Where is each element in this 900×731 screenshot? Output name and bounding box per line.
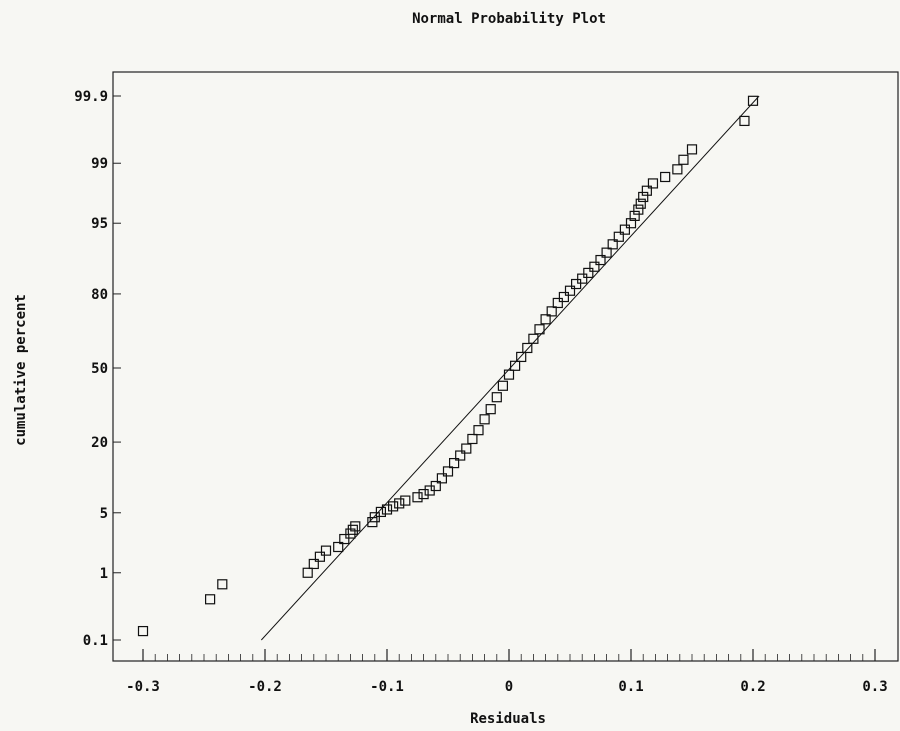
data-point xyxy=(497,380,508,391)
data-point xyxy=(455,450,466,461)
data-point xyxy=(339,533,350,545)
data-point xyxy=(137,625,149,637)
data-point xyxy=(510,360,521,371)
data-point xyxy=(528,333,539,344)
data-point xyxy=(534,324,545,335)
x-tick-label: 0 xyxy=(505,679,513,695)
data-point xyxy=(747,95,759,106)
y-tick-label: 50 xyxy=(91,361,108,377)
data-point xyxy=(564,285,576,296)
y-tick-label: 80 xyxy=(91,287,108,303)
data-point xyxy=(449,457,460,469)
data-point xyxy=(641,185,652,196)
x-axis-label: Residuals xyxy=(470,711,546,727)
data-point xyxy=(436,473,447,484)
data-point xyxy=(540,314,551,325)
data-point xyxy=(461,443,472,454)
x-tick-label: 0.1 xyxy=(618,679,643,695)
data-point xyxy=(635,198,646,209)
data-point xyxy=(308,558,319,570)
y-tick-label: 20 xyxy=(91,435,108,451)
data-point xyxy=(473,425,484,436)
x-tick-label: -0.2 xyxy=(248,679,282,695)
ticks-layer: 0.1 1 5 20 50 80 95 99 99.9 -0.3 -0.2 -0.1 0 0.1 0.2 0.… xyxy=(74,89,887,695)
data-point xyxy=(589,261,600,272)
x-tick-label: 0.2 xyxy=(740,679,765,695)
data-point xyxy=(217,579,228,590)
x-tick-label: 0.3 xyxy=(862,679,887,695)
data-point xyxy=(491,392,502,403)
data-point xyxy=(394,498,405,509)
data-point xyxy=(638,191,649,203)
data-point xyxy=(595,254,606,266)
data-point xyxy=(678,154,689,165)
data-point xyxy=(583,267,594,279)
data-point xyxy=(739,115,750,127)
plot-frame xyxy=(112,71,899,662)
data-point xyxy=(570,278,582,290)
data-point xyxy=(314,551,325,562)
points-layer xyxy=(137,95,760,641)
data-point xyxy=(375,506,386,518)
data-point xyxy=(467,433,478,445)
data-point xyxy=(503,369,515,380)
data-point xyxy=(552,297,563,309)
y-tick-label: 5 xyxy=(100,506,108,522)
data-point xyxy=(320,545,332,556)
data-point xyxy=(485,404,496,415)
data-point xyxy=(672,164,683,175)
y-axis-label: cumulative percent xyxy=(13,294,29,446)
chart-title: Normal Probability Plot xyxy=(412,11,606,27)
data-point xyxy=(333,541,344,553)
data-point xyxy=(381,504,393,515)
data-point xyxy=(418,488,429,500)
y-tick-label: 99.9 xyxy=(74,89,108,105)
y-tick-label: 99 xyxy=(91,156,108,172)
data-point xyxy=(629,210,640,222)
x-tick-label: -0.3 xyxy=(126,679,160,695)
data-point xyxy=(607,239,618,250)
data-point xyxy=(613,231,624,242)
data-point xyxy=(577,273,588,284)
y-tick-label: 0.1 xyxy=(83,633,108,649)
data-point xyxy=(479,414,490,425)
data-point xyxy=(430,480,441,492)
data-point xyxy=(442,466,454,477)
data-point xyxy=(516,351,527,363)
data-point xyxy=(625,218,637,229)
x-tick-label: -0.1 xyxy=(370,679,404,695)
data-point xyxy=(369,512,380,523)
data-point xyxy=(302,567,313,578)
data-point xyxy=(412,492,423,503)
data-point xyxy=(522,342,533,354)
data-point xyxy=(400,495,411,506)
data-point xyxy=(347,524,358,535)
data-point xyxy=(686,144,698,155)
data-point xyxy=(388,501,399,512)
data-point xyxy=(633,204,644,215)
data-point xyxy=(601,247,612,258)
data-point xyxy=(660,171,671,183)
y-tick-label: 95 xyxy=(91,216,108,232)
data-point xyxy=(546,306,557,317)
y-tick-label: 1 xyxy=(100,566,108,582)
data-point xyxy=(619,224,631,235)
data-point xyxy=(205,594,216,605)
data-point xyxy=(350,521,361,532)
data-point xyxy=(558,291,570,303)
data-point xyxy=(647,178,659,189)
